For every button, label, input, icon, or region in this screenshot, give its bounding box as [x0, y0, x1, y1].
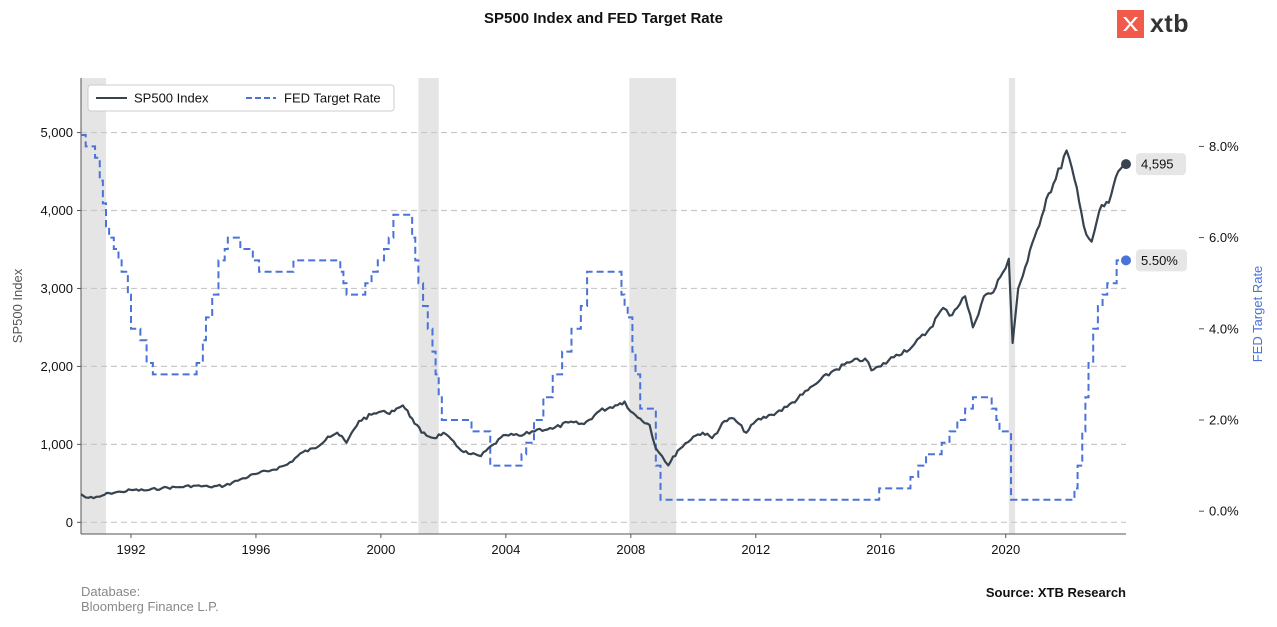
fed-end-dot — [1121, 255, 1131, 266]
sp500-line — [80, 149, 1126, 500]
chart-title: SP500 Index and FED Target Rate — [484, 10, 723, 27]
recession-band-0 — [81, 78, 106, 534]
series-lines — [80, 134, 1126, 501]
y-right-tick-label-1: 2.0% — [1209, 413, 1239, 428]
x-tick-label-7: 2020 — [991, 542, 1020, 557]
y-left-tick-label-2: 2,000 — [40, 359, 73, 374]
y-left-axis-title: SP500 Index — [10, 268, 25, 343]
legend-box — [87, 84, 395, 112]
legend-label-fed: FED Target Rate — [284, 91, 381, 106]
x-tick-label-5: 2012 — [741, 542, 770, 557]
footer-database-label: Database: — [81, 584, 141, 599]
sp500-end-dot — [1121, 159, 1131, 170]
y-left-tick-label-5: 5,000 — [40, 125, 73, 140]
y-right-axis-title: FED Target Rate — [1250, 266, 1265, 363]
fed-rate-line — [81, 134, 1125, 501]
y-left-tick-label-0: 0 — [66, 515, 73, 530]
x-tick-label-1: 1996 — [241, 542, 270, 557]
footer-database: Database: Bloomberg Finance L.P. — [81, 584, 219, 614]
sp500-end-badge — [1136, 153, 1186, 176]
brand-logo: xtb — [1117, 10, 1189, 38]
fed-end-value: 5.50% — [1141, 253, 1178, 268]
x-tick-label-6: 2016 — [866, 542, 895, 557]
y-left-tick-label-3: 3,000 — [40, 281, 73, 296]
legend-label-sp500: SP500 Index — [134, 91, 209, 106]
recession-bands — [81, 78, 1016, 534]
footer-source: Source: XTB Research — [985, 585, 1126, 600]
y-right-tick-label-3: 6.0% — [1209, 230, 1239, 245]
brand-text: xtb — [1150, 10, 1189, 38]
grid-lines — [81, 131, 1126, 523]
end-labels: 4,595 5.50% — [1121, 153, 1187, 272]
x-tick-label-3: 2004 — [491, 542, 520, 557]
y-right-tick-label-2: 4.0% — [1209, 321, 1239, 336]
y-right-tick-label-0: 0.0% — [1209, 504, 1239, 519]
y-left-tick-label-1: 1,000 — [40, 437, 73, 452]
xtb-x-icon — [1117, 10, 1144, 38]
sp500-end-value: 4,595 — [1141, 157, 1174, 172]
xtb-x-icon-svg — [1123, 17, 1138, 31]
legend: SP500 Index FED Target Rate — [87, 84, 395, 112]
x-tick-label-4: 2008 — [616, 542, 645, 557]
x-tick-label-2: 2000 — [366, 542, 395, 557]
fed-end-badge — [1136, 249, 1187, 272]
footer-database-source: Bloomberg Finance L.P. — [81, 599, 219, 614]
axes: 0 1,000 2,000 3,000 4,000 5,000 0.0% 2.0% 4.0% 6.… — [10, 78, 1265, 557]
y-right-tick-label-4: 8.0% — [1209, 139, 1239, 154]
recession-band-2 — [629, 78, 677, 534]
y-left-tick-label-4: 4,000 — [40, 203, 73, 218]
x-tick-label-0: 1992 — [117, 542, 146, 557]
